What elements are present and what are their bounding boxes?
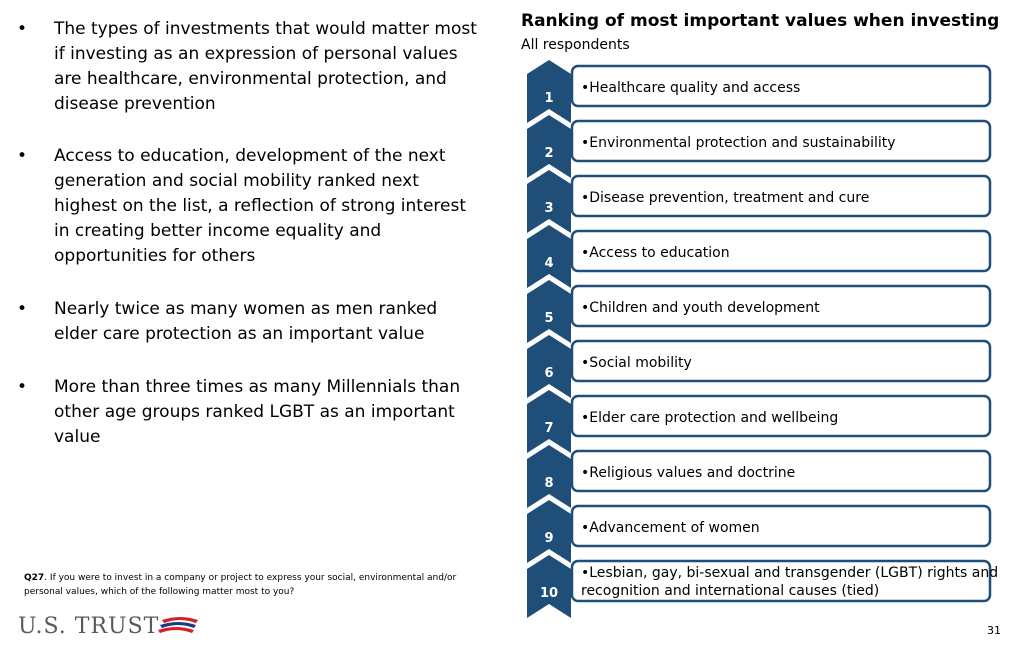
rank-item-box	[570, 174, 992, 218]
rank-item-box	[570, 229, 992, 273]
rank-number: 2	[544, 146, 553, 161]
rank-item-box	[570, 394, 992, 438]
bullet-dot: •	[17, 299, 28, 319]
rank-item-label: •Access to education	[581, 245, 730, 261]
rank-chevron	[527, 445, 571, 508]
bullet-text: Nearly twice as many women as men ranked…	[54, 299, 438, 344]
ranking-diagram: 1 •Healthcare quality and access 2 •Environ…	[527, 60, 998, 618]
survey-question: Q27. If you were to invest in a company …	[24, 571, 464, 599]
ranking-subtitle: All respondents	[521, 37, 630, 53]
rank-number: 7	[544, 421, 553, 436]
rank-item-box	[570, 284, 992, 328]
rank-chevron	[527, 60, 571, 123]
bullet-dot: •	[17, 19, 28, 39]
rank-number: 4	[544, 256, 553, 271]
bullet-dot: •	[17, 146, 28, 166]
rank-chevron	[527, 170, 571, 233]
rank-item-box	[570, 559, 992, 603]
question-text: . If you were to invest in a company or …	[24, 573, 457, 597]
rank-chevron	[527, 115, 571, 178]
rank-item-label: •Disease prevention, treatment and cure	[581, 190, 869, 206]
rank-item-label: recognition and international causes (ti…	[581, 583, 879, 599]
page-number: 31	[987, 624, 1001, 637]
rank-chevron	[527, 225, 571, 288]
rank-item-label: •Elder care protection and wellbeing	[581, 410, 838, 426]
rank-item-label: •Social mobility	[581, 355, 692, 371]
rank-item-label: •Religious values and doctrine	[581, 465, 795, 481]
rank-chevron	[527, 280, 571, 343]
rank-chevron	[527, 500, 571, 563]
rank-number: 1	[544, 91, 553, 106]
rank-item-box	[570, 64, 992, 108]
ranking-title: Ranking of most important values when in…	[521, 11, 1000, 31]
rank-chevron	[527, 335, 571, 398]
bullet-text: The types of investments that would matt…	[54, 19, 477, 114]
rank-number: 6	[544, 366, 553, 381]
rank-chevron	[527, 555, 571, 618]
rank-number: 3	[544, 201, 553, 216]
rank-chevron	[527, 390, 571, 453]
rank-item-label: •Advancement of women	[581, 520, 760, 536]
rank-number: 5	[544, 311, 553, 326]
rank-item-box	[570, 449, 992, 493]
question-label: Q27	[24, 573, 45, 583]
rank-number: 8	[544, 476, 553, 491]
logo-wordmark: U.S. TRUST	[18, 614, 160, 639]
rank-number: 9	[544, 531, 553, 546]
bullet-text: Access to education, development of the …	[54, 146, 467, 266]
rank-item-label: •Lesbian, gay, bi-sexual and transgender…	[581, 565, 998, 581]
rank-item-box	[570, 339, 992, 383]
rank-item-label: •Children and youth development	[581, 300, 820, 316]
flag-logo-icon	[158, 617, 198, 633]
rank-item-label: •Healthcare quality and access	[581, 80, 800, 96]
rank-number: 10	[540, 586, 558, 601]
bullet-text: More than three times as many Millennial…	[54, 377, 461, 447]
rank-item-box	[570, 504, 992, 548]
rank-item-label: •Environmental protection and sustainabi…	[581, 135, 896, 151]
bullet-dot: •	[17, 377, 28, 397]
rank-item-box	[570, 119, 992, 163]
